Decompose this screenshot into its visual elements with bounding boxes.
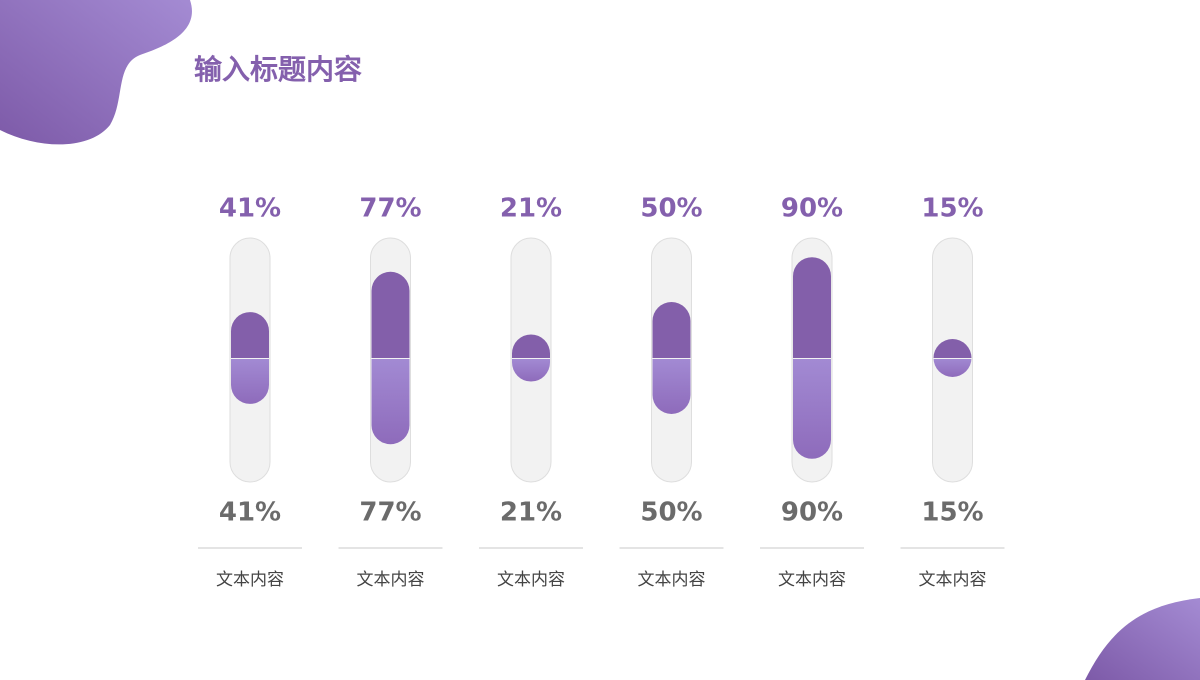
bottom-value-label: 15% xyxy=(921,498,983,528)
lower-bar xyxy=(933,358,972,377)
upper-bar xyxy=(512,334,550,358)
upper-bar xyxy=(652,302,691,358)
top-value-label: 41% xyxy=(219,194,281,224)
category-label: 文本内容 xyxy=(778,570,846,590)
top-value-label: 77% xyxy=(359,194,421,224)
bottom-value-label: 50% xyxy=(640,498,702,528)
top-value-label: 90% xyxy=(781,194,843,224)
lower-bar xyxy=(231,359,269,404)
upper-bar xyxy=(231,312,269,358)
slide-title: 输入标题内容 xyxy=(194,53,362,86)
upper-bar xyxy=(793,257,831,358)
bottom-value-label: 90% xyxy=(781,498,843,528)
category-label: 文本内容 xyxy=(497,570,565,590)
upper-bar xyxy=(933,339,972,358)
lower-bar xyxy=(371,359,410,445)
corner-blob xyxy=(0,0,192,145)
top-value-label: 15% xyxy=(921,194,983,224)
upper-bar xyxy=(371,271,410,358)
lower-bar xyxy=(652,359,691,414)
category-label: 文本内容 xyxy=(919,570,987,590)
bottom-value-label: 77% xyxy=(359,498,421,528)
lower-bar xyxy=(512,359,550,382)
category-label: 文本内容 xyxy=(216,570,284,590)
top-value-label: 21% xyxy=(500,194,562,224)
bottom-value-label: 21% xyxy=(500,498,562,528)
top-value-label: 50% xyxy=(640,194,702,224)
corner-blob xyxy=(1085,598,1200,680)
bottom-value-label: 41% xyxy=(219,498,281,528)
category-label: 文本内容 xyxy=(638,570,706,590)
category-label: 文本内容 xyxy=(357,570,425,590)
lower-bar xyxy=(793,359,831,459)
